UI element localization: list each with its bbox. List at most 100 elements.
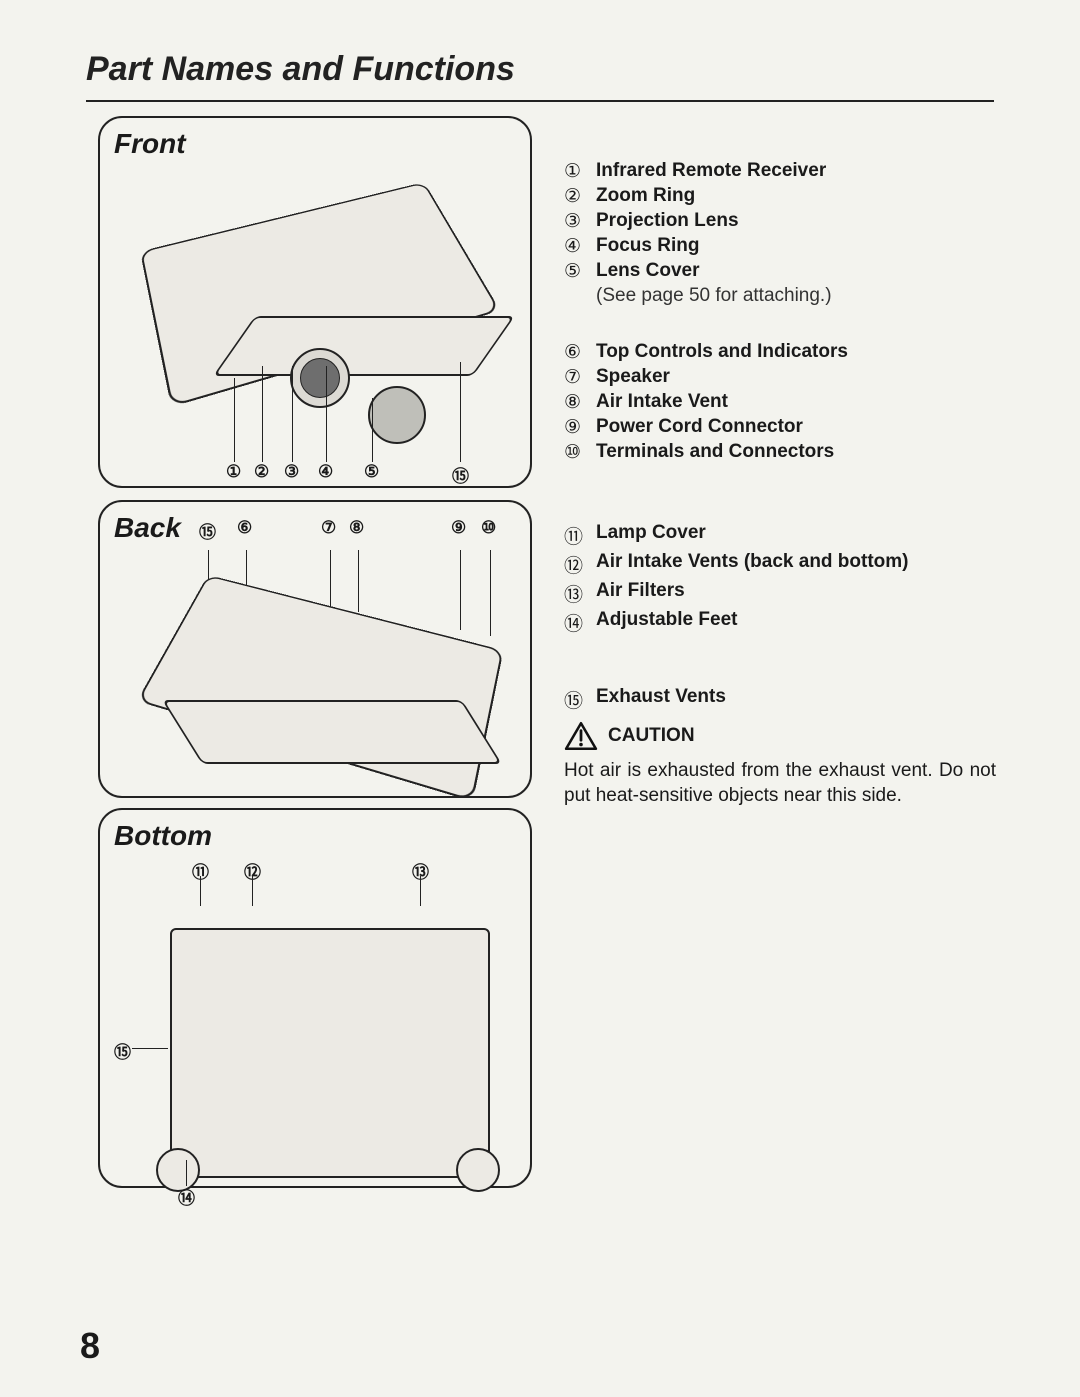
part-num: ⑮ [564,686,596,713]
callout-4: ④ [318,462,333,482]
callout-3: ③ [284,462,299,482]
callout-5: ⑤ [364,462,379,482]
lead-line [262,366,263,462]
part-num: ⑤ [564,260,596,283]
lead-line [490,550,491,636]
callout-9: ⑨ [451,518,466,538]
part-num: ⑨ [564,416,596,439]
part-label: Exhaust Vents [596,686,726,713]
parts-list: ①Infrared Remote Receiver②Zoom Ring③Proj… [564,160,996,808]
lead-line [292,366,293,462]
back-diagram [114,550,516,786]
part-label: Power Cord Connector [596,416,803,439]
lens-cover-cap [368,386,426,444]
page-number: 8 [80,1325,100,1367]
projector-front-face [213,316,515,376]
part-num: ⑩ [564,441,596,464]
projector-back-face [162,700,502,764]
caution-text: Hot air is exhausted from the exhaust ve… [564,759,996,808]
part-label: Infrared Remote Receiver [596,160,826,183]
lens-glass [300,358,340,398]
lead-line [252,876,253,906]
part-num: ⑬ [564,580,596,607]
page-title: Part Names and Functions [86,50,515,89]
lead-line [200,876,201,906]
lead-line [358,550,359,612]
projector-back-top [137,575,504,802]
part-item: ④Focus Ring [564,235,996,258]
part-label: Terminals and Connectors [596,441,834,464]
part-item: ⑫Air Intake Vents (back and bottom) [564,551,996,578]
front-diagram: ① ② ③ ④ ⑤ ⑮ [114,166,516,476]
caution-label: CAUTION [608,725,695,747]
part-label: Top Controls and Indicators [596,341,848,364]
part-item-15: ⑮ Exhaust Vents [564,686,996,713]
callout-6: ⑥ [237,518,252,538]
part-note: (See page 50 for attaching.) [596,285,996,307]
part-item: ⑥Top Controls and Indicators [564,341,996,364]
panel-front: Front ① ② ③ ④ ⑤ ⑮ [98,116,532,488]
part-num: ⑥ [564,341,596,364]
lead-line [372,398,373,462]
part-num: ⑭ [564,609,596,636]
part-num: ⑦ [564,366,596,389]
caution-block: CAUTION [564,721,996,751]
warning-icon [564,721,598,751]
lead-line [460,362,461,462]
panel-back: Back ⑮ ⑥ ⑦ ⑧ ⑨ ⑩ [98,500,532,798]
callout-15: ⑮ [452,462,469,487]
callout-15b: ⑮ [199,518,216,543]
part-num: ⑪ [564,522,596,549]
part-item: ①Infrared Remote Receiver [564,160,996,183]
callout-2: ② [254,462,269,482]
panel-front-title: Front [114,128,516,160]
lead-line [186,1160,187,1186]
part-label: Lens Cover [596,260,699,283]
part-item: ⑧Air Intake Vent [564,391,996,414]
part-label: Air Filters [596,580,685,607]
callout-10: ⑩ [481,518,496,538]
callout-15c: ⑮ [114,1038,131,1063]
part-num: ⑧ [564,391,596,414]
adjustable-foot-right [456,1148,500,1192]
lead-line [330,550,331,614]
callout-1: ① [226,462,241,482]
part-label: Air Intake Vents (back and bottom) [596,551,909,578]
callout-14: ⑭ [178,1184,195,1209]
projection-lens [290,348,350,408]
title-rule [86,100,994,102]
panel-bottom-title: Bottom [114,820,516,852]
bottom-diagram: ⑪ ⑫ ⑬ ⑮ ⑭ [114,858,516,1176]
part-item: ⑬Air Filters [564,580,996,607]
part-item: ⑩Terminals and Connectors [564,441,996,464]
lead-line [132,1048,168,1049]
lead-line [326,366,327,462]
callout-8: ⑧ [349,518,364,538]
part-label: Adjustable Feet [596,609,737,636]
part-label: Air Intake Vent [596,391,728,414]
lead-line [420,876,421,906]
part-item: ⑨Power Cord Connector [564,416,996,439]
part-item: ③Projection Lens [564,210,996,233]
part-num: ① [564,160,596,183]
panel-bottom: Bottom ⑪ ⑫ ⑬ ⑮ ⑭ [98,808,532,1188]
part-label: Projection Lens [596,210,739,233]
part-item: ⑭Adjustable Feet [564,609,996,636]
part-num: ⑫ [564,551,596,578]
part-item: ②Zoom Ring [564,185,996,208]
lead-line [460,550,461,630]
part-label: Focus Ring [596,235,699,258]
callout-7: ⑦ [321,518,336,538]
part-item: ⑤Lens Cover [564,260,996,283]
part-label: Lamp Cover [596,522,706,549]
part-label: Zoom Ring [596,185,695,208]
part-num: ③ [564,210,596,233]
part-label: Speaker [596,366,670,389]
projector-bottom-plate [170,928,490,1178]
panel-back-title: Back [114,512,181,544]
part-num: ② [564,185,596,208]
part-num: ④ [564,235,596,258]
lead-line [234,378,235,462]
part-item: ⑪Lamp Cover [564,522,996,549]
part-item: ⑦Speaker [564,366,996,389]
